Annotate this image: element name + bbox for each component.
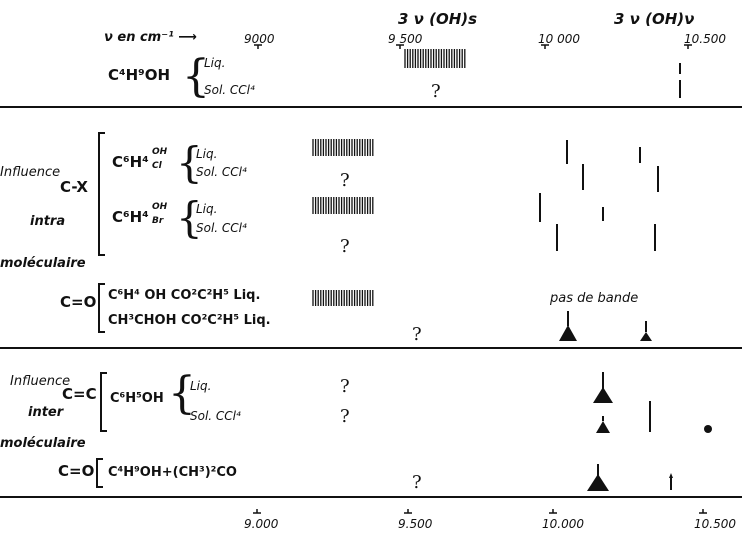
- bracket-co-inter: [96, 458, 103, 488]
- compound-salicylate: C⁶H⁴ OH CO²C²H⁵ Liq.: [108, 288, 261, 303]
- unknown-mark: ?: [340, 170, 350, 191]
- compound-bromophenol-oh: OH: [152, 202, 168, 212]
- cond-liq: Liq.: [204, 56, 226, 70]
- brace-chlorophenol: {: [176, 138, 203, 187]
- compound-bromophenol: C⁶H⁴: [112, 208, 149, 226]
- brace-section1: {: [182, 51, 210, 102]
- unknown-mark: ?: [340, 236, 350, 257]
- cond-sol: Sol. CCl⁴: [196, 165, 247, 179]
- unknown-mark: ?: [340, 376, 350, 397]
- bottom-tick-10500: 10.500: [694, 517, 736, 531]
- top-tick-10500: 10.500: [684, 32, 726, 46]
- compound-chlorophenol-cl: Cl: [152, 161, 162, 171]
- label-moleculaire: moléculaire: [0, 436, 86, 451]
- divider-2: [0, 347, 742, 349]
- bracket-cx: [98, 132, 105, 256]
- band-triangle: [587, 474, 609, 491]
- brace-bromophenol: {: [176, 193, 203, 242]
- label-cc: C=C: [62, 385, 97, 403]
- band-s-label: 3 ν (OH)s: [398, 10, 478, 28]
- top-tick-10000: 10 000: [538, 32, 580, 46]
- compound-bromophenol-br: Br: [152, 216, 164, 226]
- label-cx: C-X: [60, 178, 88, 196]
- cond-sol: Sol. CCl⁴: [204, 83, 255, 97]
- compound-butanol: C⁴H⁹OH: [108, 66, 171, 84]
- bracket-co-intra: [98, 283, 105, 333]
- cond-liq: Liq.: [190, 379, 212, 393]
- cond-liq: Liq.: [196, 202, 218, 216]
- wavenumber-axis-label: ν en cm⁻¹ ⟶: [104, 30, 197, 45]
- divider-1: [0, 106, 742, 108]
- top-tick-9000: 9000: [244, 32, 275, 46]
- band-v-label: 3 ν (OH)ν: [614, 10, 695, 28]
- band-triangle: [596, 421, 610, 433]
- compound-chlorophenol: C⁶H⁴: [112, 153, 149, 171]
- top-tick-9500: 9 500: [388, 32, 423, 46]
- label-influence: Influence: [10, 374, 71, 389]
- label-moleculaire: moléculaire: [0, 256, 86, 271]
- band-triangle: [669, 473, 673, 478]
- bracket-cc: [100, 372, 107, 432]
- compound-chlorophenol-oh: OH: [152, 147, 168, 157]
- bottom-tick-9000: 9.000: [244, 517, 279, 531]
- cond-sol: Sol. CCl⁴: [190, 409, 241, 423]
- compound-lactate: CH³CHOH CO²C²H⁵ Liq.: [108, 313, 271, 328]
- no-band-note: pas de bande: [550, 291, 639, 306]
- label-co-inter: C=O: [58, 462, 95, 480]
- divider-3: [0, 496, 742, 498]
- band-triangle: [559, 325, 577, 341]
- band-triangle: [593, 387, 613, 403]
- unknown-mark: ?: [412, 472, 422, 493]
- label-intra: intra: [30, 214, 66, 229]
- unknown-mark: ?: [340, 406, 350, 427]
- bottom-tick-9500: 9.500: [398, 517, 433, 531]
- compound-mixture: C⁴H⁹OH+(CH³)²CO: [108, 465, 237, 480]
- compound-phenol: C⁶H⁵OH: [110, 391, 164, 406]
- unknown-mark: ?: [431, 81, 441, 102]
- label-influence: Influence: [0, 165, 61, 180]
- cond-sol: Sol. CCl⁴: [196, 221, 247, 235]
- label-co-intra: C=O: [60, 293, 97, 311]
- band-dot: [704, 425, 712, 433]
- brace-phenol: {: [168, 368, 196, 419]
- label-inter: inter: [28, 405, 64, 420]
- unknown-mark: ?: [412, 324, 422, 345]
- band-triangle: [640, 332, 652, 341]
- bottom-tick-10000: 10.000: [542, 517, 584, 531]
- cond-liq: Liq.: [196, 147, 218, 161]
